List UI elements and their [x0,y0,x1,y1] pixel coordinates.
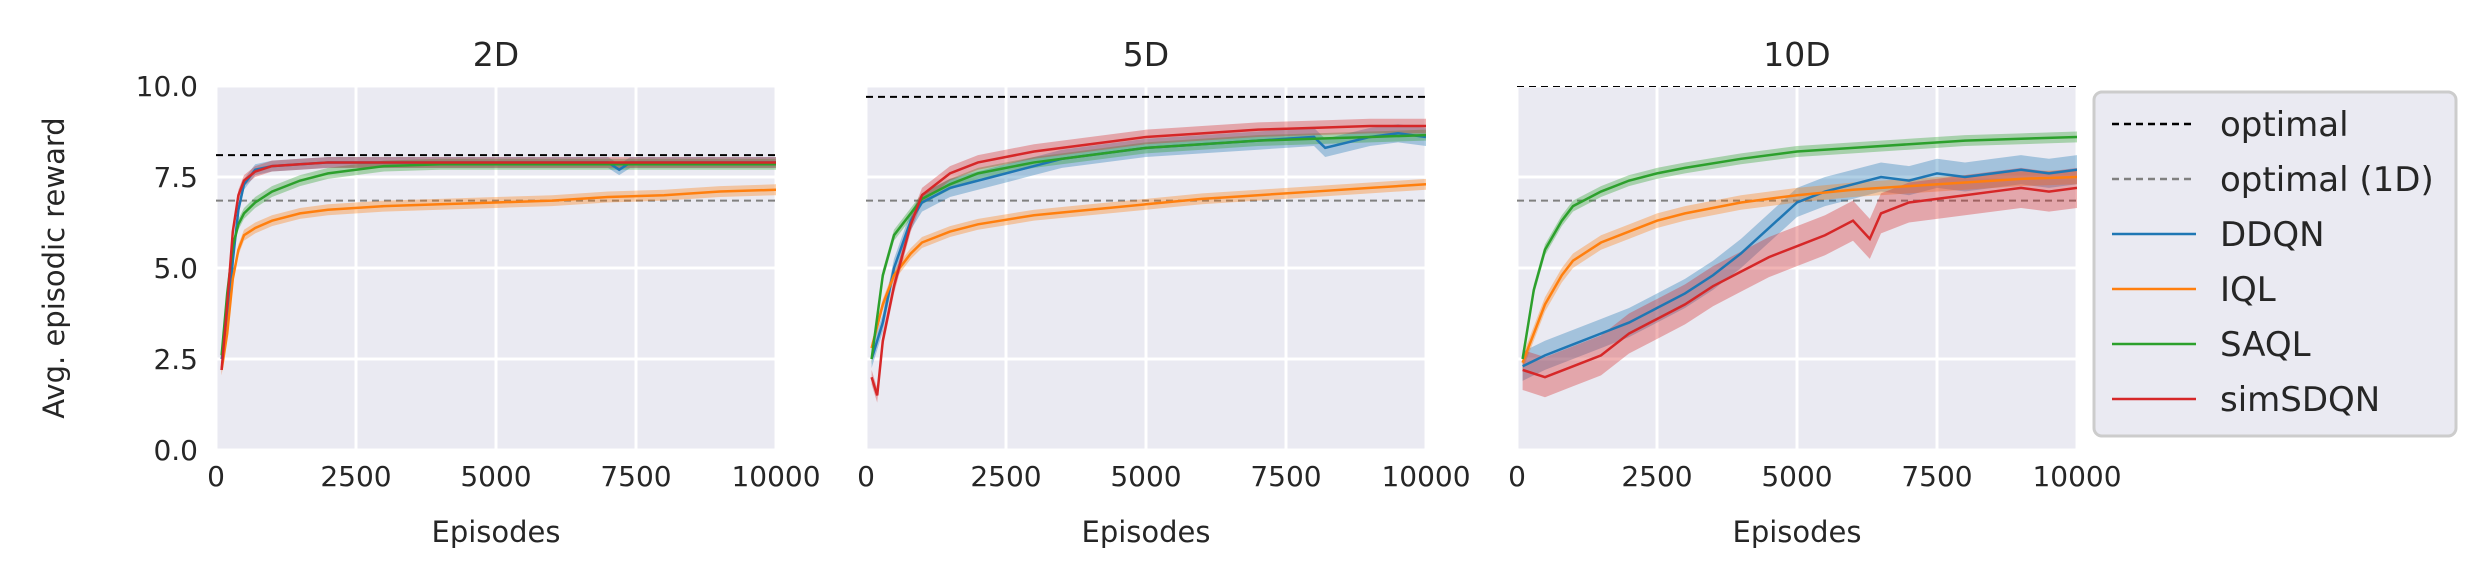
line-saql [870,133,1426,360]
line-simsdqn [870,124,1426,396]
line-simsdqn [1522,186,2077,379]
legend-label: SAQL [2220,325,2311,365]
panel-2d: 0 2500 5000 7500 10000 0.0 2.5 5.0 7.5 10.0 2D Epis… [37,35,821,549]
y-tick-label: 5.0 [153,252,198,285]
legend-label: simSDQN [2220,380,2380,420]
band-iql [871,178,1426,354]
x-axis-label: Episodes [1733,515,1862,549]
x-tick-label: 2500 [1621,460,1692,493]
x-tick-label: 10000 [1381,460,1470,493]
plot-content [216,154,776,376]
panels: 0 2500 5000 7500 10000 0.0 2.5 5.0 7.5 10.0 2D Epis… [37,35,2122,549]
x-tick-label: 10000 [2032,460,2121,493]
x-tick-label: 2500 [320,460,391,493]
x-tick-label: 0 [857,460,875,493]
panel-5d: 0 2500 5000 7500 10000 5D Episodes [857,35,1470,549]
legend-label: optimal [2220,105,2349,145]
y-tick-label: 10.0 [136,70,198,103]
x-tick-label: 5000 [1110,460,1181,493]
x-tick-label: 0 [1508,460,1526,493]
band-simsdqn [1522,167,2077,398]
panel-10d: 0 2500 5000 7500 10000 10D Episodes [1508,35,2121,549]
line-ddqn [1522,168,2077,368]
x-tick-label: 7500 [1901,460,1972,493]
line-saql [220,163,776,356]
x-tick-label: 5000 [1761,460,1832,493]
x-tick-label: 10000 [731,460,820,493]
line-simsdqn [220,161,776,371]
panel-title: 10D [1763,35,1830,74]
panel-title: 5D [1123,35,1169,74]
x-axis-label: Episodes [1082,515,1211,549]
legend-label: DDQN [2220,215,2325,255]
x-tick-label: 2500 [970,460,1041,493]
x-tick-label: 5000 [460,460,531,493]
x-tick-label: 0 [207,460,225,493]
plot-content [866,95,1426,403]
legend: optimal optimal (1D) DDQN IQL SAQL simSDQN [2092,90,2458,438]
x-axis-label: Episodes [432,515,561,549]
y-tick-label: 7.5 [153,161,198,194]
plot-content [1517,86,2077,398]
y-tick-label: 0.0 [153,434,198,467]
line-iql [1521,175,2077,364]
x-tick-label: 7500 [1250,460,1321,493]
legend-label: IQL [2220,270,2276,310]
panel-title: 2D [473,35,519,74]
y-axis-label: Avg. episodic reward [37,117,71,418]
x-tick-label: 7500 [600,460,671,493]
line-iql [220,188,776,371]
y-tick-label: 2.5 [153,343,198,376]
legend-label: optimal (1D) [2220,160,2434,200]
line-saql [1521,135,2077,360]
